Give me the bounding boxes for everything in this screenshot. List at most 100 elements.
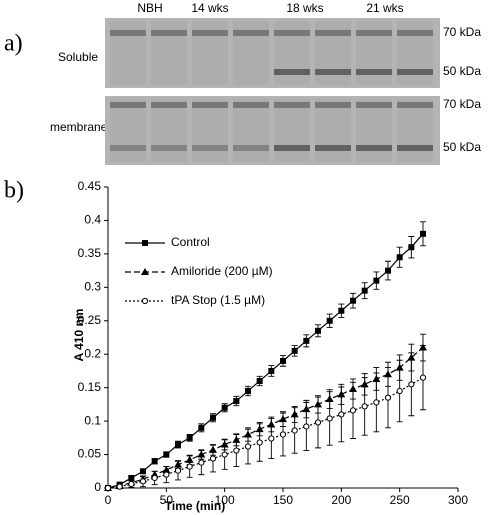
point <box>279 431 287 438</box>
band <box>397 30 433 36</box>
lane <box>356 99 392 162</box>
point <box>408 381 415 388</box>
band <box>233 30 269 36</box>
point <box>291 347 298 354</box>
band <box>192 102 228 108</box>
lane <box>151 99 187 162</box>
band <box>315 30 351 36</box>
point <box>326 415 333 422</box>
band <box>274 145 310 151</box>
point <box>280 357 286 364</box>
point <box>151 458 158 465</box>
point <box>408 244 415 251</box>
panel-label: b) <box>4 178 24 204</box>
panel-label: a) <box>4 31 23 57</box>
point <box>221 404 228 411</box>
x-tick-label: 0 <box>105 493 112 507</box>
legend-label: Control <box>171 235 210 249</box>
x-tick-label: 200 <box>331 493 351 507</box>
point <box>221 451 228 458</box>
point <box>244 443 252 450</box>
x-tick-label: 300 <box>448 493 468 507</box>
lane <box>192 99 228 162</box>
x-axis-label: Time (min) <box>165 499 225 513</box>
band <box>356 102 392 108</box>
band <box>110 145 146 151</box>
y-tick-label: 0.25 <box>78 313 102 327</box>
lane <box>315 99 351 162</box>
marker-label: 50 kDa <box>443 64 481 78</box>
band <box>274 69 310 75</box>
band <box>233 145 269 151</box>
point <box>163 471 170 478</box>
column-label: NBH <box>137 1 162 15</box>
point <box>315 327 321 334</box>
point <box>420 230 426 237</box>
y-tick-label: 0.4 <box>84 213 101 227</box>
row-label: membrane <box>50 120 108 134</box>
point <box>396 254 403 261</box>
marker-label: 70 kDa <box>443 97 481 111</box>
point <box>396 387 403 395</box>
point <box>139 478 147 485</box>
point <box>361 287 368 294</box>
point <box>104 484 112 492</box>
point <box>349 407 357 414</box>
band <box>151 30 187 36</box>
band <box>315 102 351 108</box>
point <box>385 267 391 274</box>
column-label: 18 wks <box>286 1 323 15</box>
point <box>116 483 123 490</box>
point <box>303 337 310 344</box>
y-tick-label: 0.2 <box>84 346 101 360</box>
lane <box>274 99 310 162</box>
point <box>128 474 135 481</box>
point <box>186 463 193 470</box>
band <box>110 30 146 36</box>
band <box>397 145 433 151</box>
point <box>175 441 181 448</box>
y-tick-label: 0.3 <box>84 280 101 294</box>
point <box>268 367 275 374</box>
point <box>338 307 345 314</box>
y-tick-label: 0.35 <box>78 246 102 260</box>
point <box>373 399 380 406</box>
band <box>192 30 228 36</box>
y-tick-label: 0.05 <box>78 447 102 461</box>
band <box>356 30 392 36</box>
legend-marker <box>142 240 148 246</box>
legend-marker <box>141 268 149 275</box>
point <box>256 377 263 384</box>
y-tick-label: 0.15 <box>78 380 102 394</box>
y-tick-label: 0 <box>94 480 101 494</box>
point <box>186 434 193 441</box>
point <box>419 374 427 381</box>
point <box>314 419 322 426</box>
point <box>198 459 205 466</box>
point <box>233 447 240 454</box>
point <box>140 468 146 475</box>
band <box>151 145 187 151</box>
point <box>291 427 298 434</box>
band <box>233 102 269 108</box>
point <box>361 403 368 410</box>
marker-label: 70 kDa <box>443 25 481 39</box>
x-tick-label: 150 <box>273 493 293 507</box>
point <box>338 411 345 418</box>
point <box>268 435 275 442</box>
x-tick-label: 250 <box>390 493 410 507</box>
point <box>210 414 216 421</box>
band <box>397 102 433 108</box>
point <box>209 455 217 462</box>
column-label: 21 wks <box>366 1 403 15</box>
band <box>356 69 392 75</box>
lane <box>110 99 146 162</box>
band <box>274 102 310 108</box>
x-tick-label: 50 <box>160 493 174 507</box>
band <box>192 145 228 151</box>
column-label: 14 wks <box>191 1 228 15</box>
point <box>256 439 263 446</box>
row-label: Soluble <box>58 50 98 64</box>
point <box>163 451 170 458</box>
